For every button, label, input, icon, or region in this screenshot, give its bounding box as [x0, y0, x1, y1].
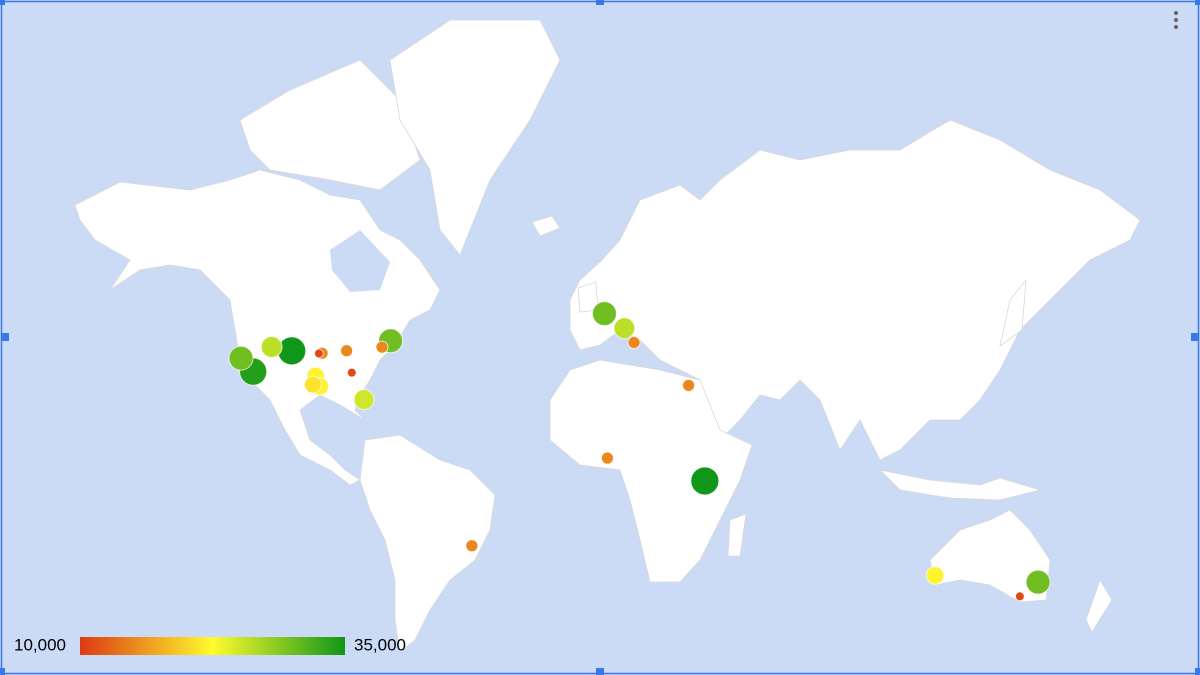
indonesia [878, 469, 1042, 501]
japan [999, 278, 1027, 347]
legend-max-label: 35,000 [354, 635, 406, 654]
resize-handle[interactable] [596, 0, 604, 5]
marker [682, 378, 696, 392]
legend-min-label: 10,000 [14, 635, 66, 654]
resize-handle[interactable] [0, 668, 5, 675]
south-america [359, 434, 496, 653]
marker [925, 566, 945, 585]
hudson-bay [330, 230, 390, 292]
marker [465, 539, 479, 553]
marker [591, 301, 617, 327]
resize-handle[interactable] [1191, 333, 1199, 341]
arctic-islands [239, 59, 421, 191]
madagascar [727, 513, 747, 557]
marker [260, 336, 283, 358]
menu-button[interactable] [1174, 11, 1178, 29]
africa [549, 359, 753, 583]
resize-handle[interactable] [596, 668, 604, 675]
marker [613, 317, 636, 340]
marker [1014, 591, 1025, 602]
resize-handle[interactable] [1, 333, 9, 341]
color-legend: 10,000 35,000 [14, 635, 406, 655]
resize-handle[interactable] [1195, 0, 1200, 5]
marker [340, 344, 354, 358]
marker [228, 345, 254, 371]
resize-handle[interactable] [1195, 668, 1200, 675]
resize-handle[interactable] [0, 0, 5, 5]
greenland [389, 19, 561, 256]
marker [313, 348, 324, 359]
marker [627, 336, 641, 350]
menu-dot [1174, 25, 1178, 29]
marker [353, 388, 375, 410]
menu-dot [1174, 18, 1178, 22]
eurasia [569, 119, 1141, 461]
marker [600, 451, 614, 465]
marker [346, 367, 357, 378]
marker [277, 336, 307, 366]
menu-dot [1174, 11, 1178, 15]
iceland [531, 215, 561, 237]
marker [690, 466, 720, 496]
marker [375, 340, 389, 354]
new-zealand [1085, 579, 1113, 633]
land [74, 19, 1141, 653]
legend-gradient [80, 637, 345, 655]
marker [303, 375, 322, 394]
markers [228, 301, 1051, 602]
marker [1025, 569, 1051, 595]
